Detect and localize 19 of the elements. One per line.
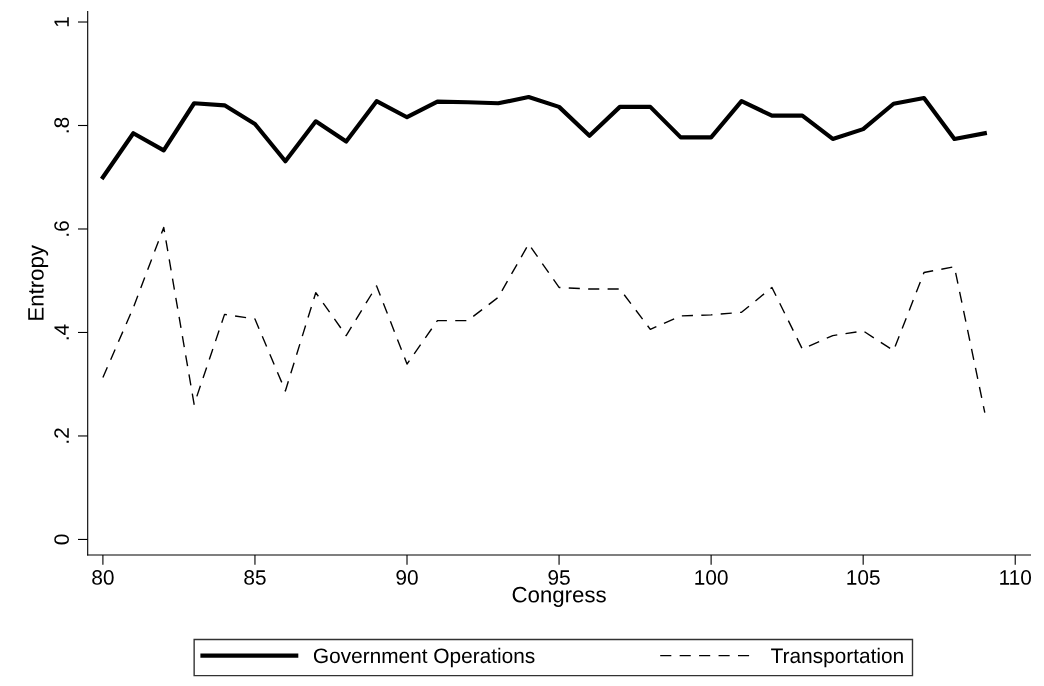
y-tick-label: .6 [54,221,69,236]
x-tick-label: 95 [548,570,570,585]
legend-label: Government Operations [313,647,535,668]
y-tick-label: .8 [54,117,69,133]
legend-label: Transportation [771,647,903,668]
x-axis-title: Congress [512,586,606,607]
y-tick-label: 0 [54,534,69,545]
line-series [100,94,987,180]
x-tick-label: 80 [92,570,114,585]
line-series [102,226,986,414]
x-tick-label: 105 [847,570,880,585]
y-tick-label: .2 [54,428,69,443]
y-tick-label: 1 [54,17,69,27]
x-tick-label: 110 [1000,570,1032,585]
y-tick-label: .4 [54,324,69,340]
x-tick-label: 90 [396,570,418,585]
x-tick-label: 85 [244,570,266,585]
x-tick-label: 100 [695,570,728,585]
y-axis-title: Entropy [28,245,49,320]
